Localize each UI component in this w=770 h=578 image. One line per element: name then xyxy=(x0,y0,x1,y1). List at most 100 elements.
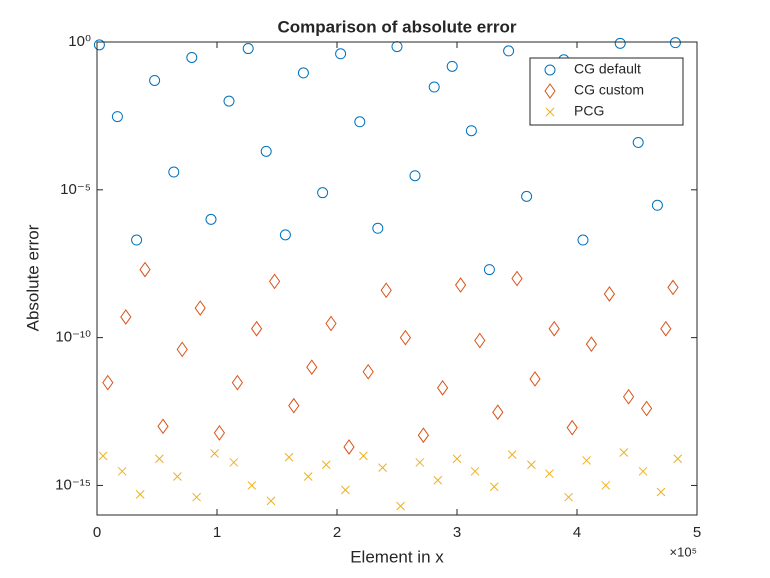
point xyxy=(529,371,541,387)
point xyxy=(527,460,536,470)
point xyxy=(521,190,533,202)
point xyxy=(354,116,366,128)
legend-marker xyxy=(544,64,556,76)
legend-label: PCG xyxy=(574,103,604,119)
point xyxy=(321,460,331,470)
point xyxy=(417,427,430,444)
point xyxy=(268,273,281,290)
point xyxy=(415,458,425,467)
point xyxy=(638,466,648,476)
point xyxy=(362,363,374,380)
point xyxy=(93,39,105,51)
point xyxy=(428,81,440,93)
point xyxy=(192,492,201,502)
point xyxy=(492,404,504,421)
point xyxy=(564,492,573,502)
point xyxy=(465,125,477,137)
point xyxy=(470,466,480,476)
point xyxy=(131,234,143,246)
point xyxy=(111,111,123,123)
point xyxy=(229,458,239,467)
point xyxy=(673,454,683,464)
point xyxy=(436,379,449,396)
point xyxy=(155,454,164,464)
point xyxy=(288,397,300,414)
x-tick-label: 1 xyxy=(213,524,221,541)
point xyxy=(372,222,384,234)
point xyxy=(640,400,653,417)
point xyxy=(359,451,368,461)
point xyxy=(102,374,114,391)
y-axis-label: Absolute error xyxy=(23,224,42,331)
point xyxy=(223,95,235,107)
x-tick-label: 4 xyxy=(573,524,581,541)
point xyxy=(632,136,644,148)
point xyxy=(378,463,387,472)
x-tick-label: 0 xyxy=(93,524,101,541)
point xyxy=(98,451,108,461)
point xyxy=(667,279,679,296)
x-tick-label: 2 xyxy=(333,524,341,541)
point xyxy=(343,439,355,455)
point xyxy=(454,277,467,293)
y-tick-label: 10⁻¹⁵ xyxy=(55,476,91,493)
point xyxy=(117,466,127,476)
point xyxy=(619,448,629,457)
legend-label: CG default xyxy=(574,61,641,77)
x-tick-label: 5 xyxy=(693,524,701,541)
point xyxy=(279,229,291,241)
point xyxy=(186,51,198,63)
point xyxy=(135,489,145,499)
point xyxy=(176,341,188,358)
point xyxy=(452,454,462,464)
point xyxy=(396,501,405,511)
legend-marker xyxy=(545,107,555,117)
point xyxy=(380,282,392,299)
point xyxy=(651,199,663,211)
point xyxy=(548,320,560,337)
point xyxy=(507,450,517,460)
point xyxy=(341,485,350,495)
point xyxy=(284,452,294,462)
point xyxy=(149,74,161,86)
point xyxy=(601,481,611,490)
x-exponent-label: ×10⁵ xyxy=(670,544,697,559)
x-axis-label: Element in x xyxy=(350,547,444,566)
legend-box xyxy=(529,57,684,126)
point xyxy=(266,496,276,506)
point xyxy=(511,270,523,287)
point xyxy=(205,213,217,225)
point xyxy=(194,300,206,316)
point xyxy=(503,45,515,57)
point xyxy=(474,332,486,349)
point xyxy=(433,475,443,485)
y-tick-label: 10⁰ xyxy=(68,33,91,50)
point xyxy=(656,487,666,497)
point xyxy=(168,166,180,178)
point xyxy=(399,329,412,346)
point xyxy=(247,481,257,490)
point xyxy=(317,187,329,199)
point xyxy=(669,37,681,49)
point xyxy=(489,482,499,492)
legend-label: CG custom xyxy=(574,82,644,98)
point xyxy=(335,48,347,60)
point xyxy=(173,472,182,481)
point xyxy=(213,425,226,441)
point xyxy=(157,418,169,435)
point xyxy=(231,374,244,391)
point xyxy=(303,472,313,481)
point xyxy=(582,456,591,465)
point xyxy=(483,264,495,276)
axes-box xyxy=(96,41,698,516)
point xyxy=(409,170,421,182)
point xyxy=(306,359,318,376)
y-tick-label: 10⁻¹⁰ xyxy=(55,329,91,346)
point xyxy=(139,261,151,278)
point xyxy=(614,37,626,49)
chart-title: Comparison of absolute error xyxy=(278,17,517,36)
point xyxy=(297,67,309,79)
point xyxy=(210,449,219,458)
point xyxy=(242,43,254,55)
